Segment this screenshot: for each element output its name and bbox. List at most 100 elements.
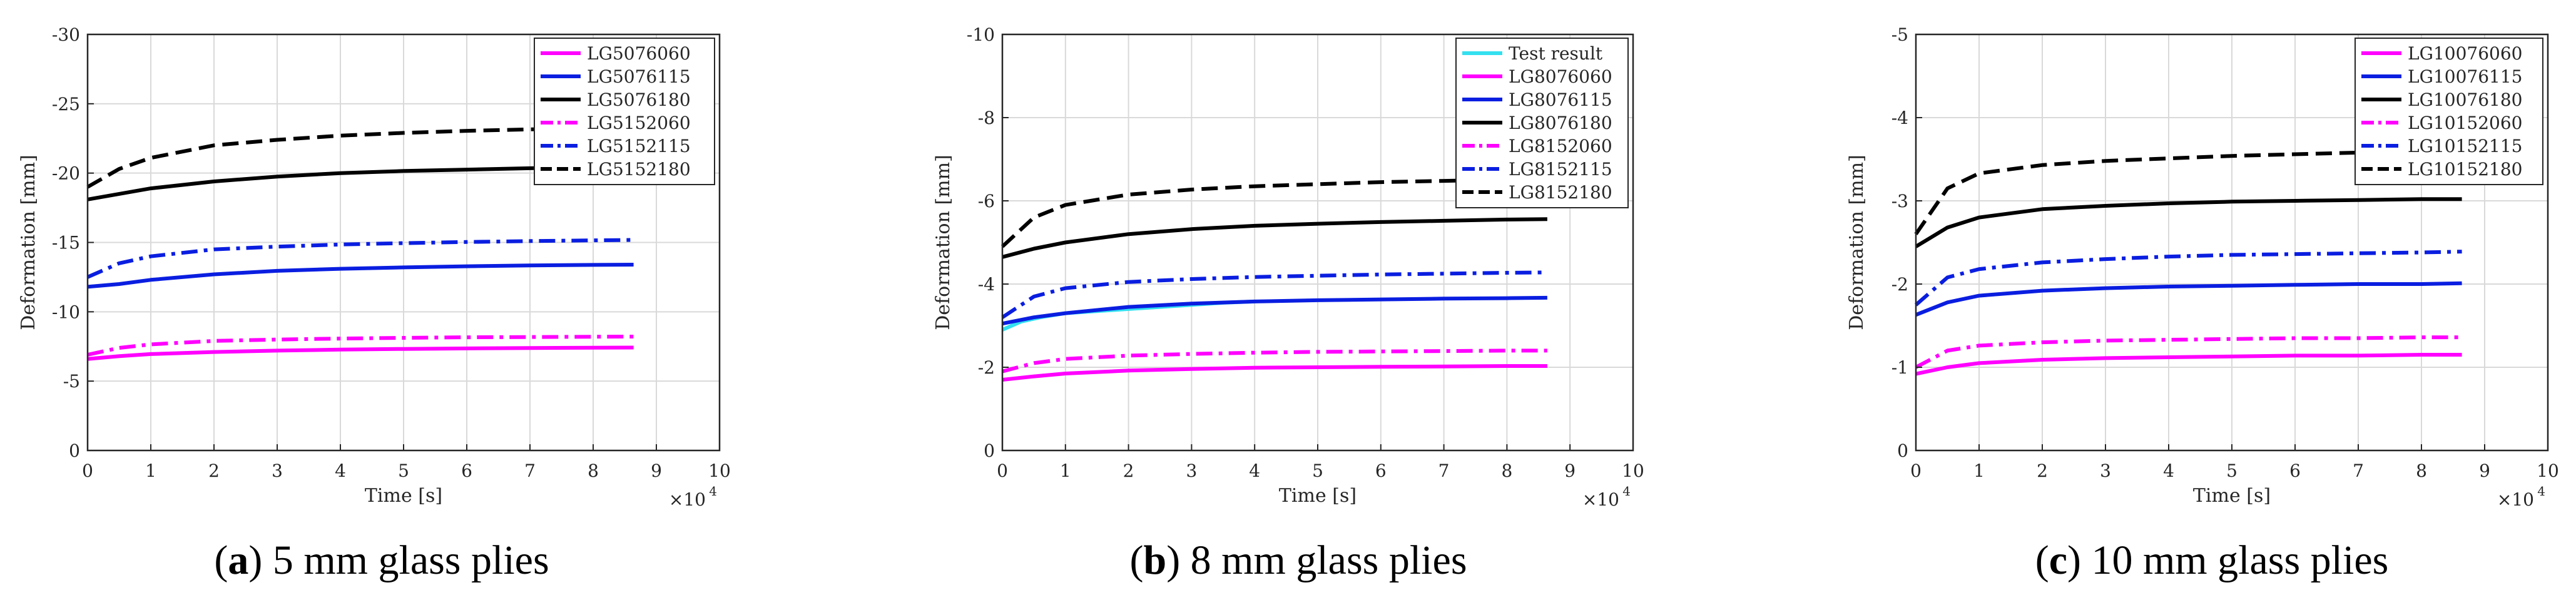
series-line-lg10076115 [1915,281,2462,317]
x-tick-label: 5 [2226,460,2237,481]
x-tick-label: 0 [82,460,93,481]
x-tick-label: 10 [1622,460,1644,481]
legend-entry: LG10152115 [2408,136,2522,156]
x-exponent-label: ×10 [2497,489,2534,510]
series-line-lg8076180 [1002,217,1547,259]
legend-entry: LG5076180 [587,89,691,110]
y-tick-label: -2 [978,357,995,378]
y-tick-label: -5 [1891,24,1908,45]
x-tick-label: 4 [1249,460,1260,481]
panel-caption: (a) 5 mm glass plies [214,537,549,583]
legend-entry: LG5076060 [587,43,691,64]
x-exponent-label: ×10 [1582,489,1619,510]
x-exponent-power: 4 [1622,484,1631,499]
x-tick-label: 7 [2353,460,2364,481]
legend-entry: LG5152060 [587,113,691,133]
y-tick-label: -25 [52,94,80,114]
chart-panel-b: 0 1 2 3 4 5 6 7 8 9 10 0 -2 -4 -6 -8 -10 Time [s] Deformat… [932,24,1644,583]
x-tick-label: 8 [588,460,599,481]
series-line-lg5076060 [87,345,634,361]
y-tick-label: -1 [1891,357,1908,378]
x-tick-label: 4 [335,460,346,481]
x-tick-label: 9 [1564,460,1576,481]
y-tick-label: -15 [52,233,80,253]
legend-entry: LG10076060 [2408,43,2522,64]
series-line-lg10152060 [1915,335,2462,369]
legend-entry: LG8152180 [1509,182,1612,203]
x-tick-label: 1 [145,460,156,481]
legend-entry: LG5076115 [587,66,691,87]
x-tick-label: 6 [461,460,472,481]
series-line-lg10076060 [1915,353,2462,376]
y-tick-label: -20 [52,163,80,184]
x-tick-label: 5 [1312,460,1323,481]
series-line-lg10152115 [1915,250,2462,307]
caption-label: b [1143,537,1166,583]
legend-box [534,38,715,185]
x-tick-label: 5 [398,460,409,481]
y-tick-label: -4 [1891,108,1908,128]
legend-entry: Test result [1509,43,1603,64]
series-line-lg5076115 [87,263,634,289]
y-tick-label: -3 [1891,191,1908,211]
x-tick-label: 7 [1438,460,1450,481]
x-tick-label: 3 [2100,460,2111,481]
series-line-lg5152115 [86,238,634,279]
series-line-lg8152115 [1001,270,1547,319]
x-axis-label: Time [s] [1279,485,1357,507]
caption-label: c [2049,537,2067,583]
caption-label: a [228,537,248,583]
x-tick-label: 9 [2479,460,2490,481]
y-tick-label: 0 [69,440,80,461]
y-axis-label: Deformation [mm] [932,155,954,330]
series-line-lg8076115 [1002,295,1547,326]
series-line-lg5152060 [87,335,634,357]
legend-box [2355,38,2543,185]
x-axis-label: Time [s] [365,485,442,507]
x-tick-label: 1 [1060,460,1071,481]
y-axis-label: Deformation [mm] [1846,155,1868,330]
x-tick-label: 10 [708,460,731,481]
y-tick-label: -2 [1891,274,1908,295]
series-line-lg8076060 [1002,364,1547,382]
y-tick-label: -10 [967,24,995,45]
series-line-lg8152060 [1002,348,1547,374]
x-tick-label: 2 [1123,460,1134,481]
x-tick-label: 2 [208,460,220,481]
x-tick-label: 10 [2537,460,2559,481]
legend-entry: LG8152060 [1509,136,1612,156]
y-tick-label: -8 [978,108,995,128]
y-tick-label: -5 [63,371,80,392]
legend-entry: LG10076180 [2408,89,2522,110]
legend-entry: LG10152060 [2408,113,2522,133]
legend-entry: LG5152180 [587,159,691,180]
y-tick-label: -6 [978,191,995,211]
x-tick-label: 0 [1910,460,1922,481]
legend-entry: LG8152115 [1509,159,1612,180]
x-tick-label: 0 [997,460,1008,481]
x-tick-label: 2 [2037,460,2048,481]
chart-panel-a: 0 1 2 3 4 5 6 7 8 9 10 0 -5 -10 -15 -20 -25 -30 Time [s] De… [18,24,731,583]
x-tick-label: 8 [1501,460,1512,481]
x-tick-label: 3 [272,460,283,481]
x-tick-label: 1 [1973,460,1985,481]
y-tick-label: -10 [52,302,80,322]
x-tick-label: 4 [2163,460,2174,481]
legend-entry: LG10076115 [2408,66,2522,87]
x-tick-label: 3 [1186,460,1197,481]
series-line-lg5152180 [86,126,634,189]
panel-caption: (c) 10 mm glass plies [2035,537,2389,583]
legend-entry: LG8076060 [1509,66,1612,87]
x-tick-label: 6 [1375,460,1387,481]
x-tick-label: 6 [2289,460,2301,481]
series-line-lg10076180 [1915,197,2462,248]
legend-entry: LG10152180 [2408,159,2522,180]
legend-entry: LG8076180 [1509,113,1612,133]
y-tick-label: 0 [1897,440,1908,461]
caption-text: 8 mm glass plies [1191,537,1467,583]
x-tick-label: 7 [524,460,536,481]
x-exponent-power: 4 [2537,484,2545,499]
legend-box [1455,38,1629,208]
y-tick-label: -4 [978,274,995,295]
